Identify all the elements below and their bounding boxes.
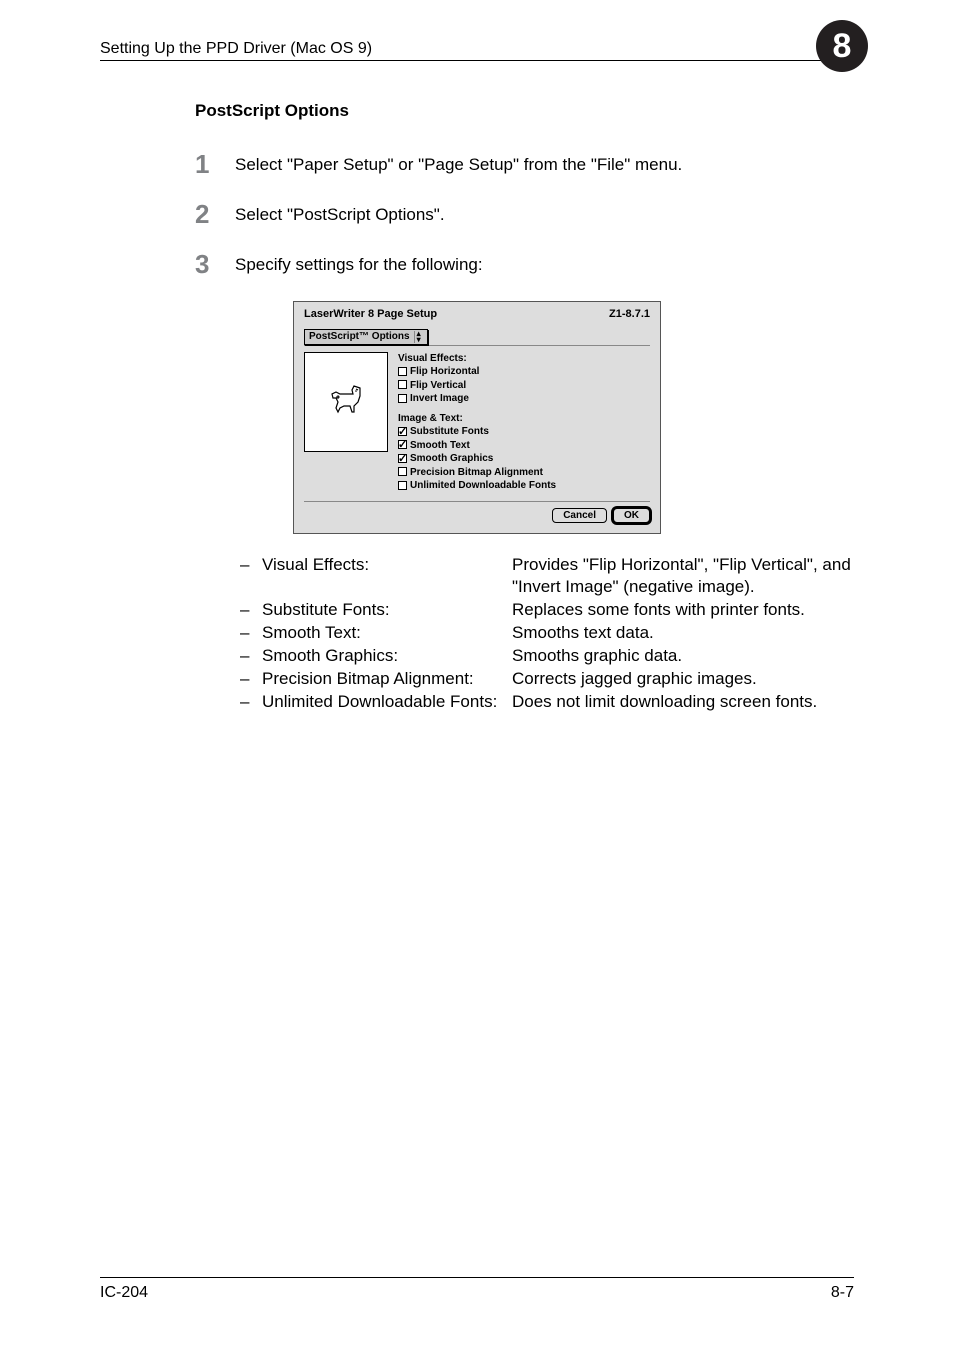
cancel-button[interactable]: Cancel [552,508,607,523]
page-setup-dialog: LaserWriter 8 Page Setup Z1-8.7.1 PostSc… [293,301,661,534]
item-label: Smooth Text: [262,622,512,645]
invert-image-label: Invert Image [410,393,469,404]
item-desc: Smooths text data. [512,622,854,645]
smooth-graphics-label: Smooth Graphics [410,453,493,464]
preview-box [304,352,388,452]
footer-right: 8-7 [831,1284,854,1302]
substitute-fonts-label: Substitute Fonts [410,426,489,437]
options-dropdown[interactable]: PostScript™ Options ▴▾ [304,329,428,345]
bullet: – [240,691,262,714]
step-number-1: 1 [195,151,235,177]
chapter-number: 8 [833,27,852,66]
visual-effects-label: Visual Effects: [398,352,556,366]
flip-horizontal-checkbox[interactable] [398,367,407,376]
bullet: – [240,599,262,622]
smooth-graphics-checkbox[interactable] [398,454,407,463]
item-label: Visual Effects: [262,554,512,577]
step-text-3: Specify settings for the following: [235,251,483,275]
item-desc: Corrects jagged graphic images. [512,668,854,691]
flip-horizontal-label: Flip Horizontal [410,366,479,377]
flip-vertical-checkbox[interactable] [398,380,407,389]
bullet: – [240,645,262,668]
item-label: Smooth Graphics: [262,645,512,668]
item-label: Precision Bitmap Alignment: [262,668,512,691]
step-number-3: 3 [195,251,235,277]
item-desc: Smooths graphic data. [512,645,854,668]
footer-left: IC-204 [100,1284,148,1302]
divider [304,501,650,502]
image-text-label: Image & Text: [398,412,556,426]
invert-image-checkbox[interactable] [398,394,407,403]
step-text-2: Select "PostScript Options". [235,201,445,225]
precision-bitmap-label: Precision Bitmap Alignment [410,467,543,478]
item-desc: Provides "Flip Horizontal", "Flip Vertic… [512,554,854,600]
bullet: – [240,622,262,645]
step-text-1: Select "Paper Setup" or "Page Setup" fro… [235,151,682,175]
header-title: Setting Up the PPD Driver (Mac OS 9) [100,40,372,58]
dropdown-label: PostScript™ Options [309,331,410,342]
flip-vertical-label: Flip Vertical [410,380,466,391]
precision-bitmap-checkbox[interactable] [398,467,407,476]
step-number-2: 2 [195,201,235,227]
item-label: Unlimited Downloadable Fonts: [262,691,512,714]
dialog-title: LaserWriter 8 Page Setup [304,308,437,320]
unlimited-fonts-label: Unlimited Downloadable Fonts [410,480,556,491]
bullet: – [240,668,262,691]
dogcow-icon [326,382,366,421]
substitute-fonts-checkbox[interactable] [398,427,407,436]
section-title: PostScript Options [195,101,854,121]
chapter-badge: 8 [816,20,868,72]
dropdown-arrows-icon: ▴▾ [414,331,423,343]
smooth-text-checkbox[interactable] [398,440,407,449]
ok-button[interactable]: OK [613,508,650,523]
dialog-version: Z1-8.7.1 [609,308,650,320]
bullet: – [240,554,262,577]
unlimited-fonts-checkbox[interactable] [398,481,407,490]
item-label: Substitute Fonts: [262,599,512,622]
item-desc: Replaces some fonts with printer fonts. [512,599,854,622]
smooth-text-label: Smooth Text [410,440,470,451]
divider [304,345,650,346]
item-desc: Does not limit downloading screen fonts. [512,691,854,714]
